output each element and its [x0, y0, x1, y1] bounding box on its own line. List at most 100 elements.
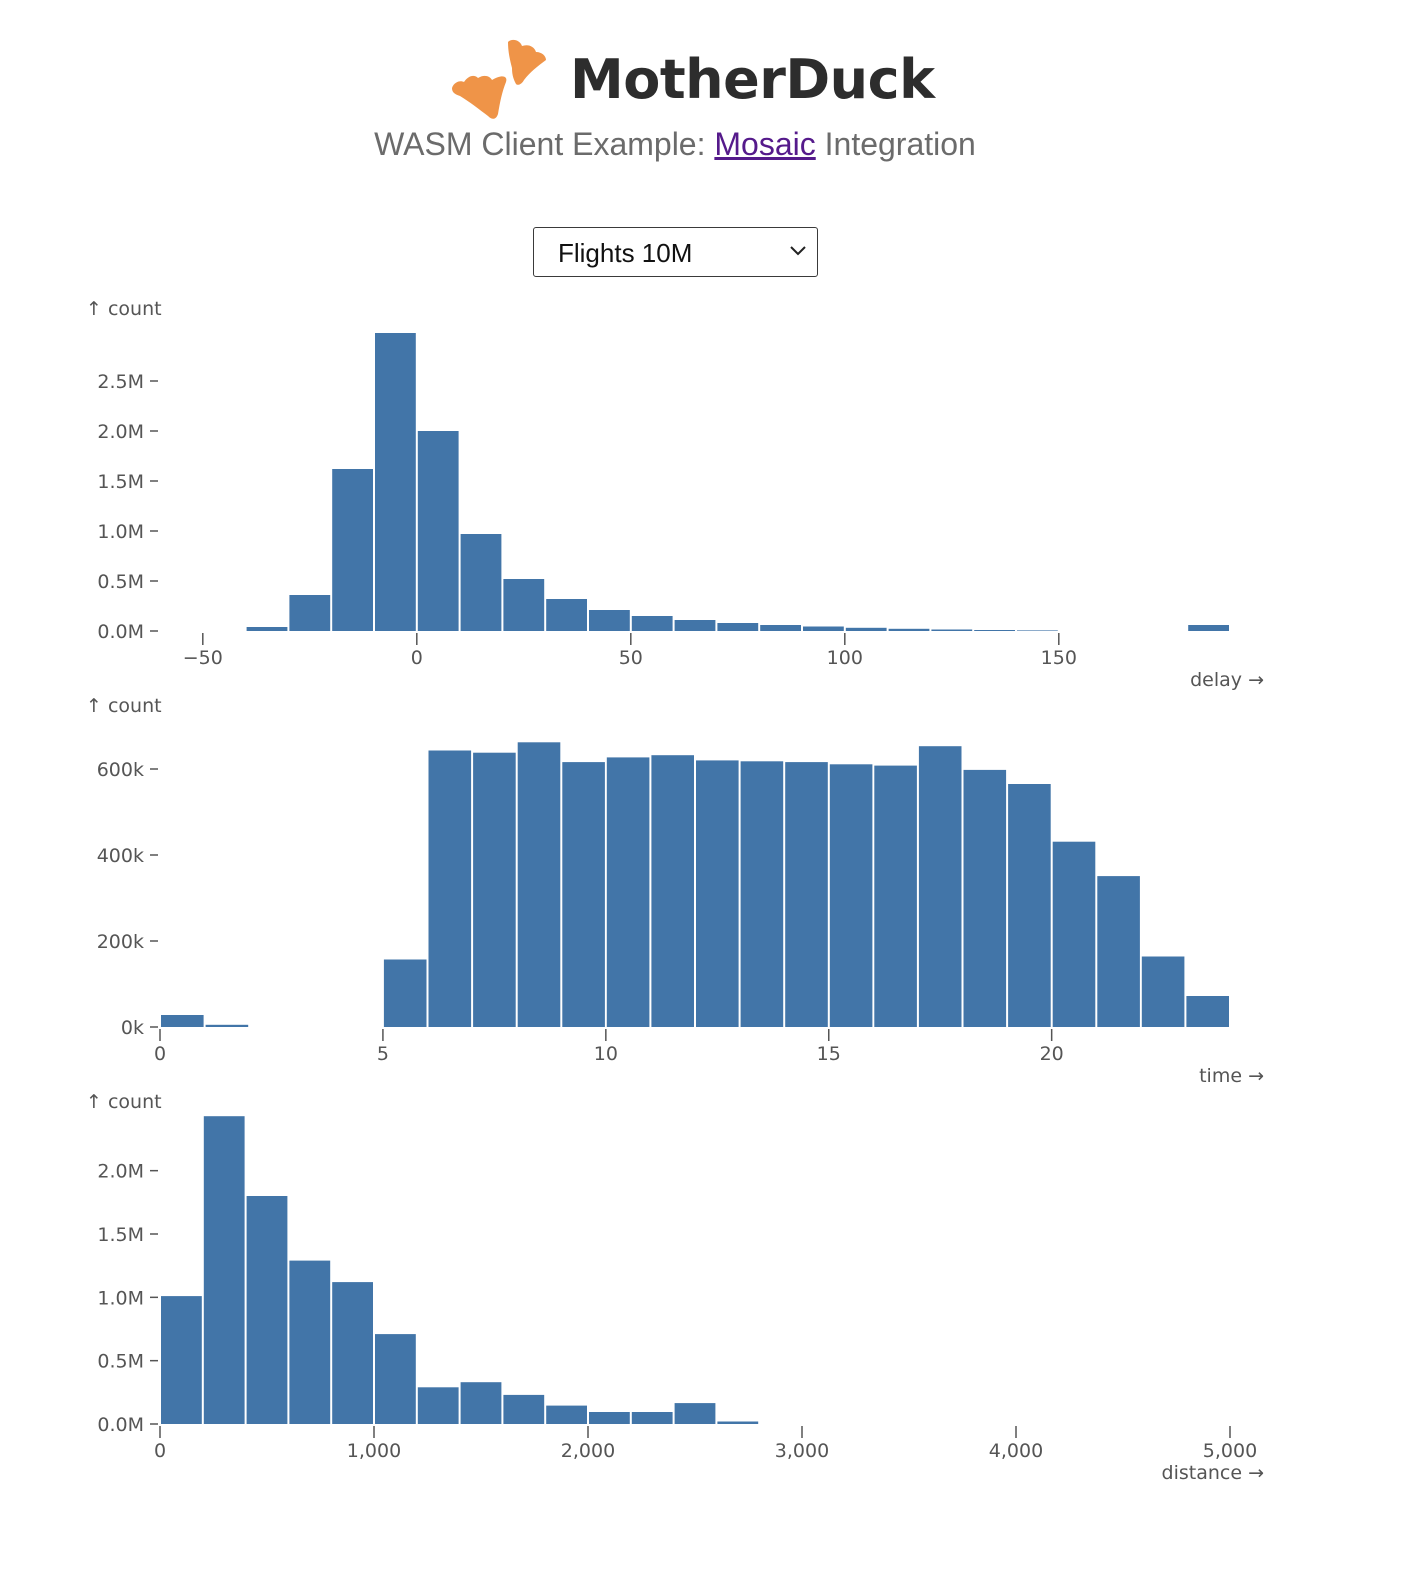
distance-bar[interactable] — [589, 1412, 630, 1424]
dataset-select[interactable]: Flights 10M — [533, 227, 818, 277]
brand-name: MotherDuck — [570, 48, 935, 111]
y-tick-label: 1.5M — [97, 1224, 144, 1246]
delay-bar[interactable] — [503, 579, 545, 631]
x-tick-label: −50 — [183, 647, 223, 669]
distance-bar[interactable] — [203, 1116, 245, 1424]
page-subtitle: WASM Client Example: Mosaic Integration — [0, 124, 1350, 164]
delay-bar[interactable] — [546, 599, 587, 631]
x-tick-label: 10 — [594, 1043, 618, 1065]
delay-bar[interactable] — [717, 623, 759, 631]
distance-bar[interactable] — [246, 1196, 288, 1424]
y-tick-label: 600k — [97, 759, 144, 781]
x-tick-label: 150 — [1041, 647, 1077, 669]
distance-histogram: 0.0M 0.5M 1.0M 1.5M 2.0M 0 1,000 2,000 3,000 4,00… — [86, 1091, 1264, 1484]
time-bar[interactable] — [161, 1015, 204, 1027]
time-bar[interactable] — [383, 959, 427, 1028]
time-bar[interactable] — [696, 760, 739, 1027]
delay-bar[interactable] — [1188, 625, 1229, 631]
y-tick-label: 2.0M — [97, 1161, 144, 1183]
delay-bar[interactable] — [417, 431, 459, 631]
delay-bar[interactable] — [1017, 630, 1058, 631]
page-header: MotherDuck WASM Client Example: Mosaic I… — [0, 0, 1426, 200]
x-tick-label: 5,000 — [1203, 1440, 1257, 1462]
time-bar[interactable] — [874, 765, 917, 1027]
time-x-axis-label: time → — [1199, 1065, 1264, 1087]
time-bar[interactable] — [517, 742, 561, 1027]
time-bar[interactable] — [918, 746, 962, 1027]
time-bar[interactable] — [651, 755, 694, 1027]
distance-bar[interactable] — [674, 1403, 716, 1424]
x-tick-label: 0 — [154, 1043, 166, 1065]
delay-histogram: 0.0M 0.5M 1.0M 1.5M 2.0M 2.5M −50 0 50 100 150 ↑ co… — [86, 298, 1264, 691]
delay-bar[interactable] — [974, 630, 1015, 631]
x-tick-label: 0 — [411, 647, 423, 669]
time-y-axis-label: ↑ count — [86, 695, 162, 717]
delay-bar[interactable] — [631, 616, 673, 631]
y-tick-label: 0.5M — [97, 571, 144, 593]
delay-bar[interactable] — [845, 627, 887, 631]
time-bar[interactable] — [606, 757, 650, 1027]
distance-bar[interactable] — [417, 1387, 459, 1424]
time-bar[interactable] — [205, 1024, 249, 1027]
delay-y-axis-label: ↑ count — [86, 298, 162, 320]
dataset-select-value: Flights 10M — [558, 238, 693, 268]
distance-y-axis-label: ↑ count — [86, 1091, 162, 1113]
x-tick-label: 100 — [827, 647, 863, 669]
y-tick-label: 0.0M — [97, 1414, 144, 1436]
distance-x-axis-label: distance → — [1162, 1462, 1264, 1484]
y-tick-label: 2.5M — [97, 371, 144, 393]
delay-bar[interactable] — [289, 595, 331, 631]
x-tick-label: 0 — [154, 1440, 166, 1462]
delay-bar[interactable] — [888, 628, 930, 631]
y-tick-label: 400k — [97, 845, 144, 867]
time-bar[interactable] — [1097, 876, 1140, 1027]
delay-bar[interactable] — [460, 534, 502, 631]
y-tick-label: 0k — [121, 1017, 144, 1039]
delay-bar[interactable] — [803, 626, 844, 632]
mosaic-link[interactable]: Mosaic — [714, 126, 816, 162]
y-tick-label: 0.0M — [97, 621, 144, 643]
subtitle-suffix: Integration — [815, 126, 976, 162]
distance-bar[interactable] — [503, 1394, 545, 1424]
y-tick-label: 0.5M — [97, 1351, 144, 1373]
x-tick-label: 2,000 — [561, 1440, 615, 1462]
x-tick-label: 20 — [1040, 1043, 1064, 1065]
delay-bar[interactable] — [674, 620, 716, 631]
distance-bar[interactable] — [375, 1334, 416, 1424]
time-bar[interactable] — [785, 762, 828, 1027]
delay-bar[interactable] — [589, 610, 630, 631]
distance-bar[interactable] — [161, 1296, 202, 1424]
motherduck-logo-icon — [452, 39, 546, 119]
time-bar[interactable] — [740, 761, 784, 1027]
delay-bar[interactable] — [931, 629, 973, 632]
y-tick-label: 1.5M — [97, 471, 144, 493]
time-bar[interactable] — [562, 762, 605, 1027]
distance-bar[interactable] — [717, 1421, 759, 1425]
x-tick-label: 3,000 — [775, 1440, 829, 1462]
delay-bar[interactable] — [760, 625, 801, 631]
y-tick-label: 2.0M — [97, 421, 144, 443]
x-tick-label: 15 — [817, 1043, 841, 1065]
y-tick-label: 200k — [97, 931, 144, 953]
x-tick-label: 5 — [377, 1043, 389, 1065]
distance-bar[interactable] — [332, 1282, 373, 1424]
time-bar[interactable] — [1186, 996, 1229, 1027]
y-tick-label: 1.0M — [97, 521, 144, 543]
distance-bar[interactable] — [631, 1412, 673, 1424]
time-bar[interactable] — [428, 750, 472, 1028]
distance-bar[interactable] — [460, 1382, 502, 1424]
delay-bar[interactable] — [332, 469, 373, 631]
delay-bar[interactable] — [375, 333, 416, 631]
delay-bar[interactable] — [246, 627, 288, 631]
time-bar[interactable] — [473, 752, 516, 1027]
time-bar[interactable] — [1141, 956, 1185, 1028]
x-tick-label: 50 — [619, 647, 643, 669]
time-bar[interactable] — [829, 764, 873, 1027]
distance-bar[interactable] — [289, 1260, 331, 1424]
time-bar[interactable] — [1052, 841, 1096, 1027]
distance-bar[interactable] — [546, 1405, 587, 1424]
time-bar[interactable] — [1008, 784, 1051, 1027]
x-tick-label: 4,000 — [989, 1440, 1043, 1462]
time-bar[interactable] — [963, 769, 1007, 1027]
